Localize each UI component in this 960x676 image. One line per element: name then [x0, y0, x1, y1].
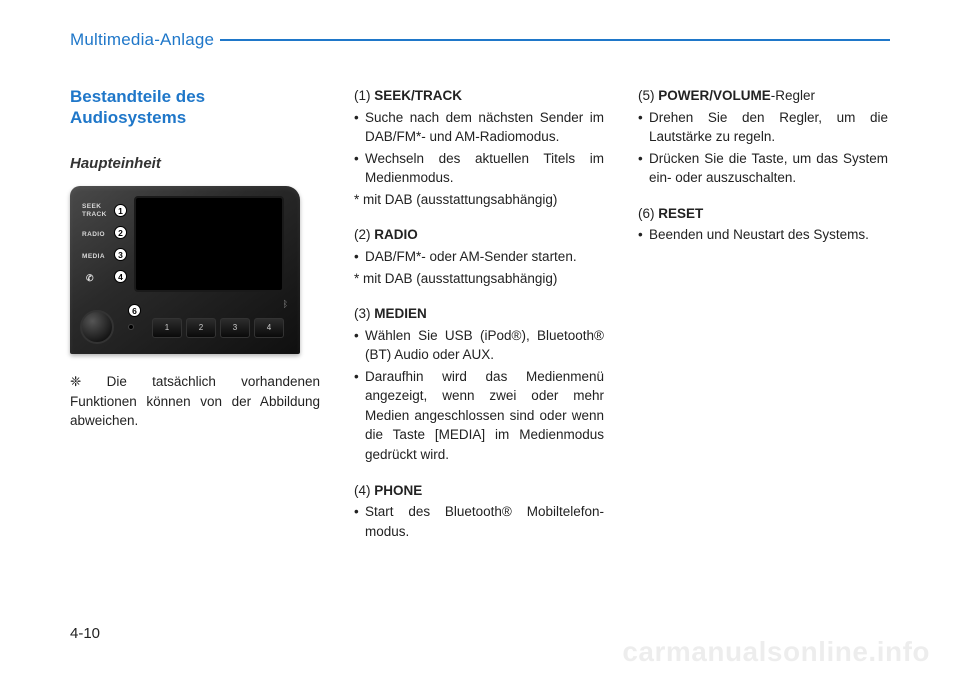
item-6-bullet-1: Beenden und Neustart des Systems. [638, 225, 888, 245]
label-radio: RADIO [82, 230, 105, 239]
item-1-head: (1) SEEK/TRACK [354, 86, 604, 106]
badge-4: 4 [114, 270, 127, 283]
item-4-title: PHONE [374, 483, 422, 498]
section-title-line2: Audiosystems [70, 108, 186, 127]
item-5-num: (5) [638, 88, 658, 103]
label-media: MEDIA [82, 252, 105, 261]
header-title: Multimedia-Anlage [70, 30, 214, 50]
badge-6: 6 [128, 304, 141, 317]
item-6-num: (6) [638, 206, 658, 221]
item-2-num: (2) [354, 227, 374, 242]
column-3: (5) POWER/VOLUME-Regler Drehen Sie den R… [638, 86, 888, 557]
preset-3: 3 [220, 318, 250, 338]
section-title: Bestandteile des Audiosystems [70, 86, 320, 129]
item-3-head: (3) MEDIEN [354, 304, 604, 324]
item-3-bullet-1: Wählen Sie USB (iPod®), Bluetooth® (BT) … [354, 326, 604, 365]
item-1-title: SEEK/TRACK [374, 88, 462, 103]
item-4-num: (4) [354, 483, 374, 498]
bluetooth-icon: ᛒ [283, 298, 288, 311]
item-5-bullet-2: Drücken Sie die Taste, um das System ein… [638, 149, 888, 188]
item-6-head: (6) RESET [638, 204, 888, 224]
badge-3: 3 [114, 248, 127, 261]
radio-screen [134, 196, 284, 292]
reset-pinhole [128, 324, 134, 330]
manual-page: Multimedia-Anlage Bestandteile des Audio… [0, 0, 960, 676]
item-5: (5) POWER/VOLUME-Regler Drehen Sie den R… [638, 86, 888, 188]
item-2-title: RADIO [374, 227, 418, 242]
item-2-bullet-1: DAB/FM*- oder AM-Sender starten. [354, 247, 604, 267]
item-2-head: (2) RADIO [354, 225, 604, 245]
item-5-bullet-1: Drehen Sie den Regler, um die Lautstärke… [638, 108, 888, 147]
item-1: (1) SEEK/TRACK Suche nach dem nächsten S… [354, 86, 604, 209]
item-3-title: MEDIEN [374, 306, 427, 321]
volume-knob [80, 310, 114, 344]
item-2: (2) RADIO DAB/FM*- oder AM-Sender starte… [354, 225, 604, 288]
preset-1: 1 [152, 318, 182, 338]
item-5-head: (5) POWER/VOLUME-Regler [638, 86, 888, 106]
header-rule [220, 39, 890, 40]
item-3-bullet-2: Daraufhin wird das Medienmenü angezeigt,… [354, 367, 604, 465]
note-text: Die tatsächlich vorhandenen Funktionen k… [70, 374, 320, 428]
item-5-suffix: -Regler [771, 88, 815, 103]
item-5-title: POWER/VOLUME [658, 88, 771, 103]
column-2: (1) SEEK/TRACK Suche nach dem nächsten S… [354, 86, 604, 557]
badge-1: 1 [114, 204, 127, 217]
item-4-head: (4) PHONE [354, 481, 604, 501]
item-4: (4) PHONE Start des Bluetooth® Mobiltele… [354, 481, 604, 542]
item-3-num: (3) [354, 306, 374, 321]
item-1-num: (1) [354, 88, 374, 103]
item-1-bullet-2: Wechseln des aktuellen Titels im Medienm… [354, 149, 604, 188]
badge-2: 2 [114, 226, 127, 239]
watermark: carmanualsonline.info [622, 636, 930, 668]
page-number: 4-10 [70, 625, 100, 642]
subsection-title: Haupteinheit [70, 153, 320, 175]
item-3: (3) MEDIEN Wählen Sie USB (iPod®), Bluet… [354, 304, 604, 465]
item-6: (6) RESET Beenden und Neustart des Syste… [638, 204, 888, 245]
preset-buttons: 1 2 3 4 [152, 318, 284, 338]
phone-icon: ✆ [86, 272, 94, 285]
preset-4: 4 [254, 318, 284, 338]
item-2-footnote: * mit DAB (ausstattungsabhängig) [354, 269, 604, 289]
content-columns: Bestandteile des Audiosystems Haupteinhe… [70, 86, 890, 557]
preset-2: 2 [186, 318, 216, 338]
column-1: Bestandteile des Audiosystems Haupteinhe… [70, 86, 320, 557]
item-4-bullet-1: Start des Bluetooth® Mobiltelefon­modus. [354, 502, 604, 541]
item-1-footnote: * mit DAB (ausstattungsabhängig) [354, 190, 604, 210]
section-title-line1: Bestandteile des [70, 87, 205, 106]
item-1-bullet-1: Suche nach dem nächsten Sender im DAB/FM… [354, 108, 604, 147]
radio-unit-figure: SEEK TRACK RADIO MEDIA ✆ 1 2 3 4 5 6 ᛒ 1… [70, 186, 300, 354]
item-6-title: RESET [658, 206, 703, 221]
label-track: TRACK [82, 210, 107, 219]
figure-note: ❈ Die tatsächlich vorhandenen Funktionen… [70, 372, 320, 431]
note-symbol: ❈ [70, 374, 81, 389]
page-header: Multimedia-Anlage [70, 30, 890, 50]
